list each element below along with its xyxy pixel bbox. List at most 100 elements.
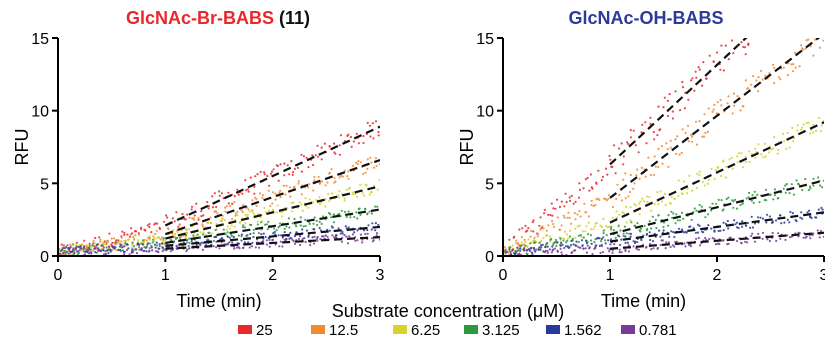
data-point (545, 229, 548, 232)
data-point (638, 177, 641, 180)
data-point (546, 242, 549, 245)
data-point (94, 251, 97, 254)
data-point (818, 46, 822, 49)
data-point (600, 226, 604, 229)
data-point (340, 240, 343, 243)
data-point (322, 215, 325, 218)
data-point (684, 131, 687, 134)
data-point (698, 68, 701, 71)
data-point (324, 205, 327, 208)
data-point (645, 142, 648, 145)
data-point (687, 98, 690, 101)
data-point (747, 196, 750, 199)
data-point (604, 167, 608, 170)
data-point (791, 126, 794, 130)
data-point (702, 231, 705, 234)
data-point (713, 103, 716, 106)
data-point (680, 151, 683, 155)
data-point (618, 213, 621, 216)
data-point (143, 240, 146, 243)
data-point (617, 224, 620, 227)
data-point (590, 242, 593, 245)
data-point (703, 113, 706, 116)
data-point (618, 235, 621, 238)
data-point (593, 247, 596, 250)
data-point (119, 240, 122, 243)
data-point (777, 0, 779, 2)
data-point (532, 219, 535, 222)
data-point (237, 193, 240, 196)
data-point (686, 124, 690, 127)
data-point (671, 117, 675, 120)
data-point (771, 231, 774, 235)
data-point (707, 107, 710, 110)
data-point (639, 200, 642, 203)
data-point (564, 245, 568, 248)
data-point (299, 243, 302, 247)
data-point (316, 223, 319, 227)
data-point (753, 34, 755, 36)
data-point (132, 245, 135, 248)
data-point (570, 239, 573, 243)
data-point (724, 44, 727, 47)
data-point (380, 210, 382, 212)
data-point (616, 183, 619, 186)
data-point (366, 121, 369, 124)
data-point (539, 228, 542, 231)
data-point (370, 212, 373, 215)
data-point (346, 175, 349, 178)
data-point (674, 90, 677, 93)
data-point (702, 61, 705, 64)
data-point (533, 236, 536, 239)
data-point (155, 241, 158, 244)
data-point (801, 189, 804, 192)
data-point (253, 185, 256, 188)
data-point (580, 235, 583, 238)
data-point (756, 216, 760, 219)
data-point (370, 237, 374, 240)
y-tick-label: 5 (485, 176, 494, 193)
data-point (552, 222, 555, 226)
x-tick-label: 1 (606, 267, 615, 284)
data-point (65, 250, 69, 253)
data-point (712, 108, 715, 111)
data-point (321, 180, 324, 183)
data-point (572, 243, 575, 246)
data-point (767, 151, 771, 154)
data-point (816, 229, 819, 232)
data-point (666, 99, 670, 102)
data-point (741, 225, 744, 228)
data-point (148, 225, 151, 229)
data-point (544, 246, 547, 249)
data-point (606, 247, 609, 250)
data-point (744, 240, 747, 243)
data-point (226, 231, 229, 234)
data-point (665, 142, 668, 145)
data-point (188, 216, 191, 219)
data-point (156, 222, 159, 225)
data-point (246, 234, 249, 237)
data-point (701, 180, 705, 184)
data-point (110, 237, 113, 240)
data-point (677, 227, 681, 230)
data-point (333, 176, 336, 179)
data-point (807, 38, 810, 41)
data-point (511, 248, 514, 251)
data-point (347, 133, 350, 136)
data-point (338, 176, 341, 179)
data-point (186, 241, 189, 244)
data-point (649, 238, 652, 242)
data-point (236, 188, 239, 191)
data-point (241, 226, 245, 229)
data-point (746, 221, 750, 225)
data-point (787, 9, 789, 11)
data-point (782, 66, 786, 69)
data-point (178, 236, 181, 239)
data-point (797, 183, 800, 186)
data-point (277, 234, 280, 237)
data-point (733, 198, 737, 201)
x-tick-label: 3 (376, 267, 385, 284)
data-point (307, 186, 310, 189)
data-point (361, 241, 364, 244)
data-point (582, 247, 585, 250)
